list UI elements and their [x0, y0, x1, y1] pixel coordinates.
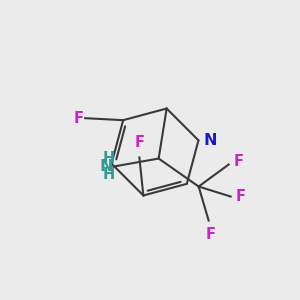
- Text: F: F: [206, 226, 216, 242]
- Text: N: N: [203, 133, 217, 148]
- Text: H: H: [103, 167, 115, 182]
- Text: F: F: [236, 189, 246, 204]
- Text: F: F: [234, 154, 244, 169]
- Text: H: H: [103, 151, 115, 166]
- Text: F: F: [73, 111, 83, 126]
- Text: F: F: [134, 136, 144, 151]
- Text: N: N: [99, 159, 112, 174]
